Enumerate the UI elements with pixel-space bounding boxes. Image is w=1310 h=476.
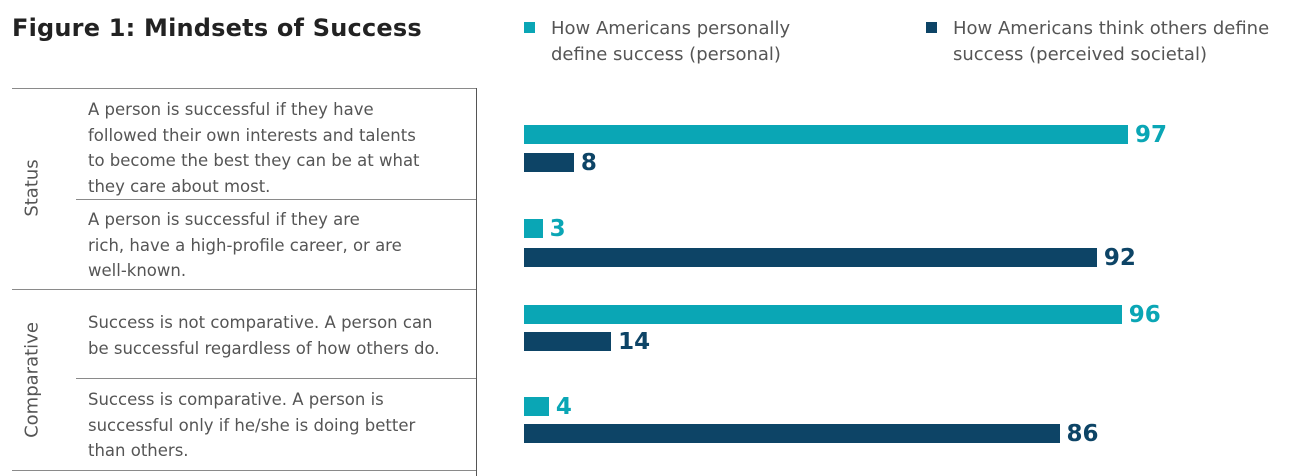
bar-value-label: 97 — [1135, 122, 1168, 148]
bar — [524, 424, 1060, 443]
bar-value-label: 8 — [580, 150, 597, 176]
table-divider — [12, 470, 476, 471]
legend-swatch — [524, 22, 535, 33]
bar — [524, 397, 549, 416]
legend-label: How Americans personally define success … — [551, 18, 791, 65]
bar — [524, 248, 1097, 267]
bar — [524, 305, 1122, 324]
group-label: Comparative — [21, 322, 43, 438]
table-divider — [76, 378, 476, 379]
legend-item: How Americans think others define succes… — [926, 16, 1269, 68]
category-label: A person is successful if they have foll… — [88, 100, 420, 196]
table-divider — [12, 289, 476, 290]
bar-value-label: 96 — [1128, 302, 1161, 328]
bar — [524, 153, 574, 172]
bar-value-label: 3 — [549, 216, 566, 242]
table-right-border — [476, 88, 477, 476]
bar — [524, 125, 1128, 144]
table-divider — [76, 199, 476, 200]
bar-value-label: 92 — [1103, 245, 1136, 271]
category-label: Success is not comparative. A person can… — [88, 313, 440, 358]
table-divider — [12, 88, 476, 89]
bar-value-label: 14 — [618, 329, 651, 355]
chart-title: Figure 1: Mindsets of Success — [12, 14, 422, 42]
group-label: Status — [21, 159, 43, 217]
legend-label: How Americans think others define succes… — [953, 18, 1270, 65]
category-label: A person is successful if they are rich,… — [88, 210, 402, 280]
legend-item: How Americans personally define success … — [524, 16, 790, 68]
category-label: Success is comparative. A person is succ… — [88, 390, 416, 460]
legend-swatch — [926, 22, 937, 33]
bar — [524, 219, 543, 238]
bar — [524, 332, 612, 351]
bar-value-label: 86 — [1066, 421, 1099, 447]
bar-value-label: 4 — [555, 394, 572, 420]
